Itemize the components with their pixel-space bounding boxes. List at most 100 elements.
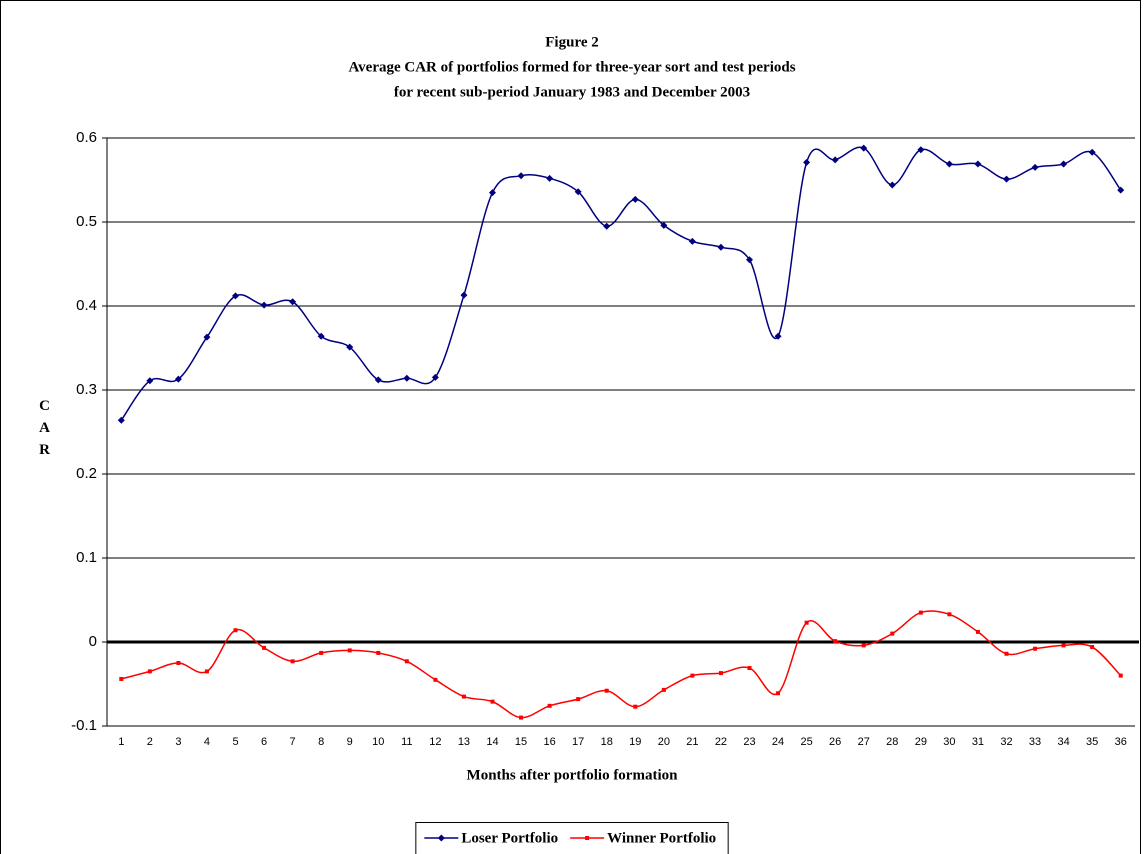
y-tick-label: 0.4 bbox=[76, 297, 97, 314]
point bbox=[888, 181, 896, 189]
point bbox=[489, 189, 496, 197]
point bbox=[1117, 186, 1125, 194]
x-tick-label: 33 bbox=[1029, 736, 1041, 748]
x-tick-label: 5 bbox=[232, 736, 238, 748]
x-tick-label: 28 bbox=[886, 736, 898, 748]
point bbox=[461, 694, 466, 699]
x-tick-label: 16 bbox=[543, 736, 555, 748]
point bbox=[203, 333, 211, 341]
point bbox=[661, 687, 666, 692]
point bbox=[431, 373, 439, 381]
point bbox=[517, 172, 525, 180]
x-tick-label: 23 bbox=[743, 736, 755, 748]
legend-marker bbox=[437, 834, 445, 842]
y-tick-label: 0.6 bbox=[76, 129, 97, 146]
point bbox=[174, 375, 182, 383]
series bbox=[117, 144, 1125, 424]
point bbox=[147, 669, 152, 674]
x-tick-label: 31 bbox=[972, 736, 984, 748]
point bbox=[574, 188, 582, 196]
point bbox=[317, 332, 325, 340]
x-tick-label: 25 bbox=[800, 736, 812, 748]
x-tick-label: 7 bbox=[290, 736, 296, 748]
x-tick-label: 34 bbox=[1057, 736, 1069, 748]
point bbox=[403, 374, 411, 382]
x-tick-label: 24 bbox=[772, 736, 784, 748]
point bbox=[747, 666, 752, 671]
x-tick-label: 35 bbox=[1086, 736, 1098, 748]
point bbox=[1061, 643, 1066, 648]
point bbox=[831, 156, 839, 164]
line bbox=[121, 610, 1122, 719]
point bbox=[603, 222, 611, 230]
point bbox=[1060, 160, 1068, 168]
legend-marker bbox=[585, 836, 590, 840]
x-tick-label: 17 bbox=[572, 736, 584, 748]
x-tick-label: 2 bbox=[147, 736, 153, 748]
y-tick-label: 0.2 bbox=[76, 465, 97, 482]
point bbox=[1031, 163, 1039, 171]
point bbox=[576, 697, 581, 702]
point bbox=[176, 661, 181, 665]
point bbox=[433, 677, 438, 682]
x-tick-label: 26 bbox=[829, 736, 841, 748]
point bbox=[1118, 673, 1123, 678]
point bbox=[319, 650, 324, 655]
x-axis-label: Months after portfolio formation bbox=[467, 767, 679, 783]
point bbox=[803, 158, 811, 166]
point bbox=[289, 298, 297, 306]
y-axis-label: CAR bbox=[37, 398, 53, 464]
legend: Loser Portfolio Winner Portfolio bbox=[415, 822, 729, 854]
point bbox=[1088, 148, 1096, 156]
y-tick-label: 0.3 bbox=[76, 381, 97, 398]
legend-label: Loser Portfolio bbox=[461, 830, 558, 846]
x-tick-label: 13 bbox=[458, 736, 470, 748]
point bbox=[975, 629, 980, 634]
point bbox=[688, 237, 696, 245]
point bbox=[460, 291, 468, 299]
point bbox=[1033, 646, 1038, 651]
point bbox=[746, 256, 753, 264]
chart-subtitle: for recent sub-period January 1983 and D… bbox=[394, 84, 750, 100]
x-tick-label: 18 bbox=[601, 736, 613, 748]
point bbox=[833, 639, 838, 644]
point bbox=[232, 292, 239, 300]
point bbox=[119, 676, 124, 681]
x-tick-label: 36 bbox=[1115, 736, 1127, 748]
point bbox=[945, 160, 953, 168]
point bbox=[860, 144, 868, 152]
x-tick-label: 14 bbox=[486, 736, 498, 748]
point bbox=[374, 376, 382, 384]
point bbox=[547, 703, 552, 708]
point bbox=[290, 659, 295, 664]
point bbox=[717, 243, 725, 251]
point bbox=[146, 377, 154, 385]
chart-title: Figure 2 bbox=[545, 34, 598, 50]
x-tick-label: 21 bbox=[686, 736, 698, 748]
point bbox=[861, 643, 866, 648]
point bbox=[1004, 651, 1009, 656]
x-tick-label: 19 bbox=[629, 736, 641, 748]
x-tick-label: 3 bbox=[175, 736, 181, 748]
point bbox=[346, 343, 354, 351]
x-tick-label: 12 bbox=[429, 736, 441, 748]
point bbox=[631, 195, 639, 203]
point bbox=[690, 673, 695, 678]
x-tick-label: 4 bbox=[204, 736, 210, 748]
y-tick-label: 0 bbox=[89, 633, 97, 650]
x-tick-label: 9 bbox=[347, 736, 353, 748]
x-tick-label: 32 bbox=[1000, 736, 1012, 748]
point bbox=[804, 620, 809, 625]
y-tick-label: -0.1 bbox=[71, 717, 97, 734]
point bbox=[974, 160, 982, 168]
x-tick-label: 27 bbox=[858, 736, 870, 748]
point bbox=[918, 610, 923, 615]
point bbox=[260, 301, 268, 309]
point bbox=[376, 650, 381, 655]
point bbox=[917, 146, 925, 154]
point bbox=[204, 669, 209, 674]
point bbox=[404, 659, 409, 664]
point bbox=[233, 628, 238, 633]
